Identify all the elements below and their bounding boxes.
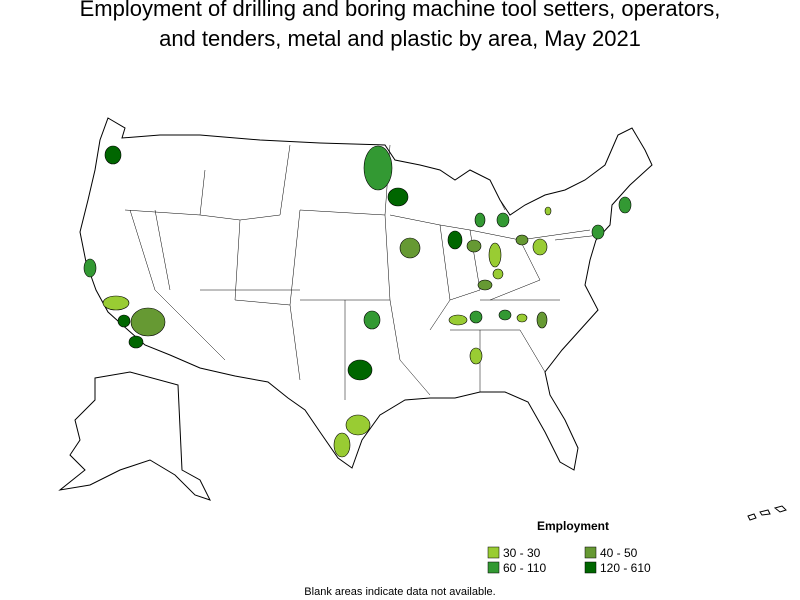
area [117,314,131,328]
area [496,212,510,228]
area [83,258,97,278]
legend-label: 60 - 110 [503,561,546,575]
area [591,224,605,240]
legend-swatch [584,546,597,559]
area [447,230,463,250]
area [363,310,381,330]
area [387,187,409,207]
area [498,309,512,321]
area [128,335,144,349]
area [618,196,632,214]
area [544,206,552,216]
area [492,268,504,280]
area [532,238,548,256]
legend-swatch [487,561,500,574]
legend-label: 30 - 30 [503,546,541,560]
legend: Employment 30 - 30 40 - 50 60 - 110 120 - 6… [487,519,651,575]
area [448,314,468,326]
title-line: and tenders, metal and plastic by area, … [159,26,641,51]
area [477,279,493,291]
contiguous-us [79,117,653,471]
legend-label: 120 - 610 [600,561,651,575]
area [347,359,373,381]
legend-title: Employment [537,519,609,533]
area [488,242,502,268]
legend-swatch [584,561,597,574]
area [102,295,130,311]
area [363,145,393,191]
area [469,347,483,365]
hawaii [747,505,787,521]
map [58,117,787,521]
area [333,432,351,458]
title-line: Employment of drilling and boring machin… [80,0,721,21]
regions [83,145,632,458]
legend-items: 30 - 30 40 - 50 60 - 110 120 - 610 [487,546,651,575]
legend-label: 40 - 50 [600,546,638,560]
area [466,239,482,253]
area [399,237,421,259]
legend-swatch [487,546,500,559]
area [130,307,166,337]
area [516,313,528,323]
area [104,145,122,165]
note: Blank areas indicate data not available. [304,586,495,598]
area [515,234,529,246]
area [469,310,483,324]
area [536,311,548,329]
alaska [58,371,211,501]
area [345,414,371,436]
area [474,212,486,228]
